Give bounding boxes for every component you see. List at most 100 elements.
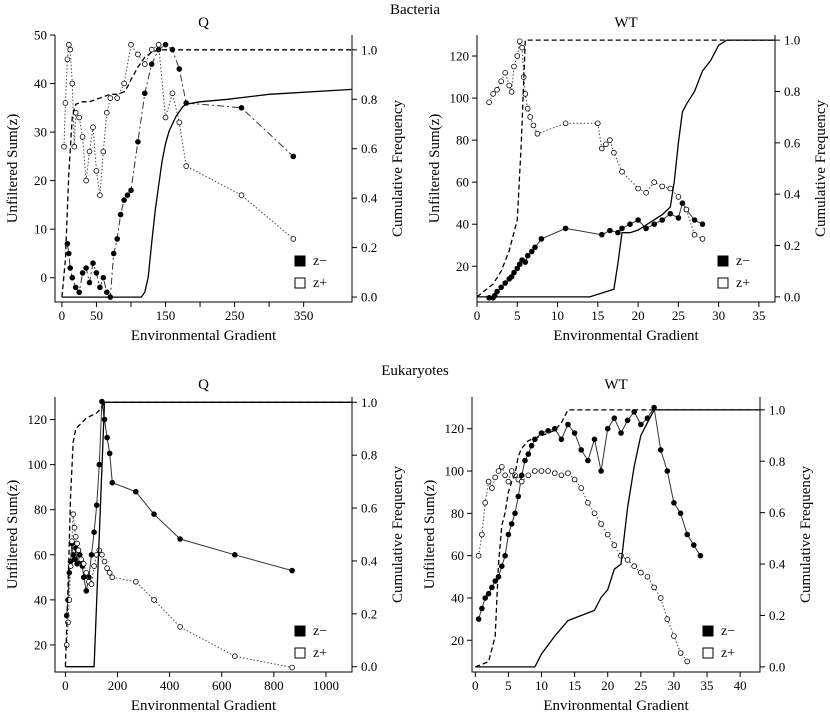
z-minus-point	[643, 225, 649, 232]
z-plus-point	[482, 499, 489, 506]
z-plus-point	[518, 478, 525, 485]
z-plus-point	[530, 122, 537, 129]
y-axis-label: Unfiltered Sum(z)	[5, 480, 21, 590]
z-plus-point	[527, 114, 533, 120]
z-minus-point	[667, 210, 674, 217]
y2-tick-label: 0.6	[361, 501, 378, 516]
z-minus-point	[176, 66, 183, 72]
legend-label-z-minus: z−	[313, 624, 327, 639]
z-minus-point	[604, 425, 611, 432]
z-plus-point	[519, 44, 525, 51]
x-tick-label: 800	[264, 678, 284, 693]
z-minus-point	[133, 488, 139, 495]
z-plus-point	[677, 650, 684, 656]
z-plus-point	[691, 231, 698, 238]
y-tick-label: 40	[451, 590, 464, 605]
x-tick-label: 5	[505, 678, 512, 693]
x-tick-label: 600	[212, 678, 232, 693]
z-plus-point	[591, 510, 598, 517]
z-minus-point	[232, 551, 238, 558]
z-minus-point	[514, 265, 521, 272]
y-tick-label: 30	[34, 125, 47, 140]
z-plus-point	[97, 192, 103, 199]
z-plus-point	[671, 633, 677, 639]
z-plus-point	[594, 120, 601, 127]
z-minus-series-line	[66, 44, 294, 299]
z-plus-point	[545, 468, 551, 474]
y2-tick-label: 0.2	[361, 240, 377, 255]
z-plus-point	[683, 206, 690, 213]
z-minus-point	[525, 451, 532, 457]
x-tick-label: 10	[551, 308, 564, 323]
y2-tick-label: 0.4	[361, 553, 378, 568]
chart-title: WT	[604, 377, 627, 393]
z-plus-point	[74, 540, 80, 547]
y2-tick-label: 1.0	[361, 395, 377, 410]
x-axis-label: Environmental Gradient	[553, 328, 699, 344]
y-axis-label: Unfiltered Sum(z)	[5, 114, 21, 224]
z-plus-point	[508, 468, 515, 474]
y-tick-label: 20	[451, 633, 464, 648]
z-plus-point	[91, 563, 97, 569]
z-plus-point	[522, 91, 529, 97]
plot-frame	[54, 397, 353, 673]
legend-label-z-minus: z−	[721, 624, 735, 639]
z-minus-point	[69, 274, 76, 281]
z-plus-point	[643, 189, 649, 196]
z-minus-point	[518, 472, 525, 479]
y-tick-label: 20	[34, 173, 47, 188]
z-plus-point	[289, 664, 295, 671]
x-tick-label: 350	[294, 308, 314, 323]
z-minus-point	[67, 265, 73, 271]
z-plus-point	[62, 100, 69, 106]
z-minus-series-line	[489, 201, 703, 299]
z-minus-point	[651, 221, 657, 228]
x-tick-label: 10	[535, 678, 548, 693]
legend-label-z-plus: z+	[736, 276, 750, 291]
plot-frame	[476, 35, 776, 303]
z-plus-point	[106, 569, 113, 576]
z-minus-point	[598, 231, 605, 238]
y-axis-label: Unfiltered Sum(z)	[422, 480, 438, 590]
z-minus-point	[607, 227, 613, 234]
y2-tick-label: 0.0	[769, 659, 785, 674]
z-plus-point	[651, 179, 657, 186]
y-tick-label: 20	[34, 637, 47, 652]
z-minus-point	[135, 139, 141, 145]
x-tick-label: 35	[701, 678, 714, 693]
y2-tick-label: 0.2	[361, 606, 377, 621]
z-minus-point	[80, 574, 87, 581]
cumulative-frequency-solid-line	[61, 88, 353, 298]
z-plus-point	[489, 485, 495, 491]
y2-axis-label: Cumulative Frequency	[390, 99, 406, 237]
legend-swatch-open	[294, 277, 306, 289]
cumulative-frequency-dashed-line	[475, 409, 760, 668]
z-plus-point	[502, 472, 508, 479]
z-plus-point	[169, 90, 176, 97]
z-plus-point	[611, 149, 617, 156]
x-tick-label: 400	[160, 678, 180, 693]
z-plus-point	[651, 584, 657, 591]
z-minus-point	[677, 510, 684, 517]
z-plus-point	[490, 91, 496, 97]
legend-swatch-filled	[717, 255, 729, 267]
z-minus-point	[142, 90, 148, 97]
chart-bact-q: Q 0 50 150 250 350 0 10 20 30 40 50 0.0 0.2 0.4 0.6 0.8 1…	[5, 15, 406, 344]
y2-tick-label: 0.4	[361, 191, 378, 206]
z-minus-point	[117, 211, 124, 218]
z-plus-series-line	[66, 514, 293, 668]
x-tick-label: 250	[225, 308, 245, 323]
z-minus-point	[83, 588, 90, 594]
z-minus-point	[624, 417, 631, 424]
z-minus-point	[571, 430, 578, 436]
z-plus-point	[684, 658, 690, 665]
z-plus-point	[475, 552, 482, 559]
z-minus-point	[104, 434, 110, 441]
x-tick-label: 0	[472, 678, 479, 693]
z-plus-point	[79, 134, 86, 140]
y2-axis-label: Cumulative Frequency	[798, 465, 814, 603]
z-minus-point	[90, 260, 96, 267]
z-plus-point	[699, 236, 706, 242]
chart-panels: Q0 50 150 250 350010203040500.00.20.40.60.81…	[5, 15, 829, 714]
